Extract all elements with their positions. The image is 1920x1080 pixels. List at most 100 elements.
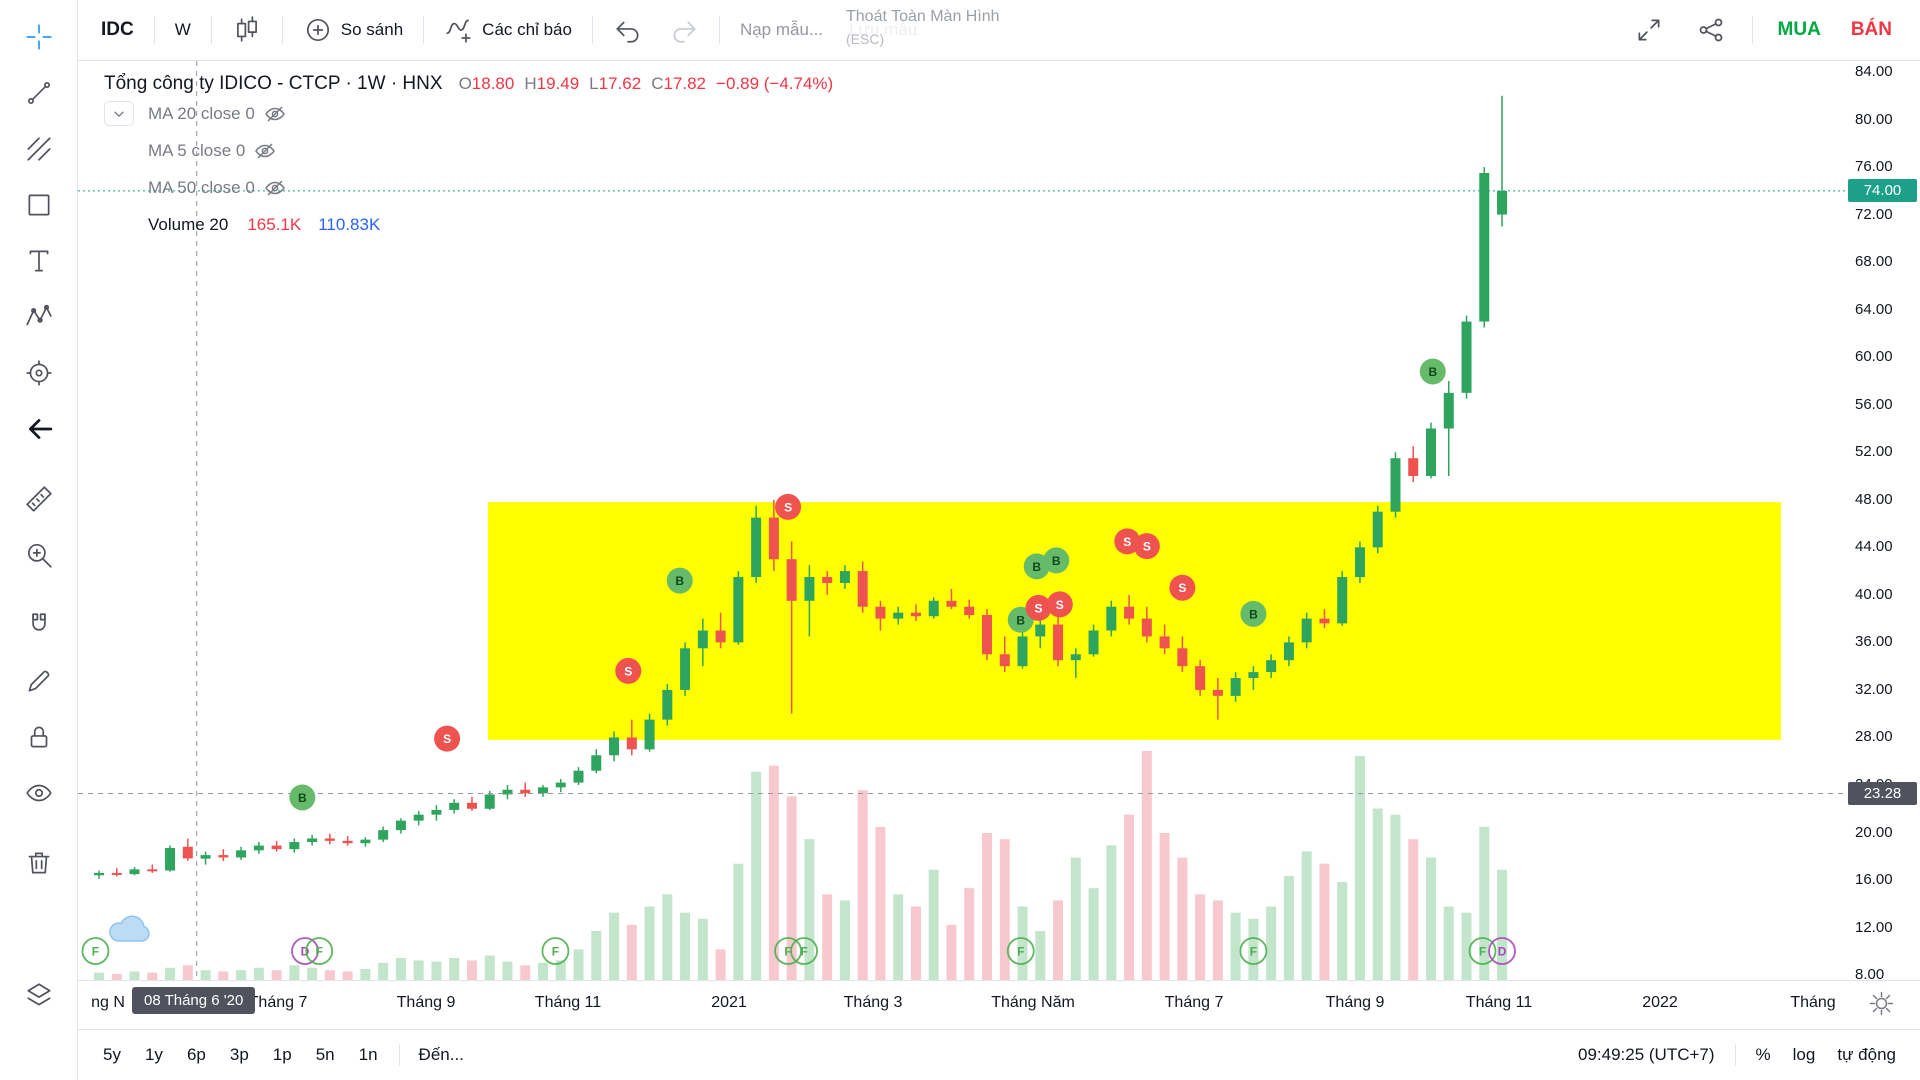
candle-body xyxy=(1390,458,1401,512)
time-axis-label: Tháng 9 xyxy=(396,994,456,1011)
range-button-1p[interactable]: 1p xyxy=(272,1045,292,1064)
sell-signal-marker[interactable] xyxy=(615,657,642,684)
eye-off-icon[interactable] xyxy=(254,141,276,161)
redo-button[interactable] xyxy=(656,9,712,51)
volume-bar xyxy=(662,894,673,980)
symbol-button[interactable]: IDC xyxy=(88,9,147,51)
range-button-3p[interactable]: 3p xyxy=(229,1045,249,1064)
text-tool-icon[interactable] xyxy=(16,236,62,286)
buy-signal-marker[interactable] xyxy=(1043,547,1070,574)
save-template-button[interactable]: Lưu mẫu xyxy=(836,9,930,51)
share-button[interactable] xyxy=(1683,9,1739,51)
ruler-tool-icon[interactable] xyxy=(16,474,62,524)
buy-signal-marker[interactable] xyxy=(666,567,693,594)
shapes-tool-icon[interactable] xyxy=(16,180,62,230)
financial-event-marker[interactable] xyxy=(1006,937,1035,965)
object-tree-icon[interactable] xyxy=(16,970,62,1020)
sell-signal-marker[interactable] xyxy=(1114,528,1141,555)
financial-event-marker[interactable] xyxy=(541,937,570,965)
sell-signal-marker[interactable] xyxy=(1169,574,1196,601)
candle-body xyxy=(431,809,442,815)
volume-legend-row[interactable]: Volume 20 165.1K 110.83K xyxy=(104,206,833,243)
range-button-6p[interactable]: 6p xyxy=(186,1045,206,1064)
magnet-tool-icon[interactable] xyxy=(16,600,62,650)
financial-event-marker[interactable] xyxy=(790,937,818,965)
lock-all-drawings-icon[interactable] xyxy=(16,712,62,762)
sell-signal-marker[interactable] xyxy=(434,725,461,752)
percent-scale-toggle[interactable]: % xyxy=(1755,1045,1771,1064)
range-button-1n[interactable]: 1n xyxy=(358,1045,378,1064)
eye-off-icon[interactable] xyxy=(264,104,286,124)
buy-signal-marker[interactable] xyxy=(1240,600,1267,627)
sell-button[interactable]: BÁN xyxy=(1850,19,1892,40)
volume-bar xyxy=(431,961,442,980)
indicator-legend-row[interactable]: MA 5 close 0 xyxy=(104,132,833,169)
range-button-5y[interactable]: 5y xyxy=(103,1045,121,1064)
clock[interactable]: 09:49:25 (UTC+7) xyxy=(1577,1045,1715,1064)
buy-signal-marker[interactable] xyxy=(1023,553,1050,580)
range-button-1y[interactable]: 1y xyxy=(144,1045,163,1064)
price-axis-label: 36.00 xyxy=(1855,633,1893,651)
fib-retracement-tool-icon[interactable] xyxy=(16,124,62,174)
draw-tool-icon[interactable] xyxy=(16,656,62,706)
indicator-legend-row[interactable]: MA 20 close 0 xyxy=(104,95,833,132)
chart-style-button[interactable] xyxy=(219,9,275,51)
candle-body xyxy=(165,847,176,871)
candle-body xyxy=(1124,606,1135,619)
crosshair-tool-icon[interactable] xyxy=(16,12,62,62)
load-template-button[interactable]: Nạp mẫu... xyxy=(727,9,836,51)
buy-signal-marker[interactable] xyxy=(289,784,316,811)
remove-all-drawings-icon[interactable] xyxy=(16,838,62,888)
chart-settings-gear-icon[interactable] xyxy=(1868,990,1895,1022)
trend-line-tool-icon[interactable] xyxy=(16,68,62,118)
prediction-tool-icon[interactable] xyxy=(16,348,62,398)
time-axis-label: Tháng 9 xyxy=(1325,994,1385,1011)
timeframe-button[interactable]: W xyxy=(162,9,204,51)
volume-bar xyxy=(1408,839,1419,980)
candle-body xyxy=(111,872,122,875)
compare-button[interactable]: So sánh xyxy=(290,9,416,51)
cloud-sync-icon[interactable] xyxy=(106,911,152,954)
financial-event-marker[interactable] xyxy=(81,937,110,965)
indicator-legend-row[interactable]: MA 50 close 0 xyxy=(104,169,833,206)
dividend-event-marker[interactable] xyxy=(1488,937,1516,965)
sell-signal-marker[interactable] xyxy=(1133,533,1160,560)
price-axis[interactable]: 84.00 80.00 76.00 72.00 68.00 64.00 60.00 56.00… xyxy=(1847,61,1920,983)
financial-event-marker[interactable] xyxy=(305,937,334,965)
eye-off-icon[interactable] xyxy=(264,178,286,198)
arrow-mark-tool-icon[interactable] xyxy=(16,404,62,454)
time-axis[interactable]: 08 Tháng 6 '20 ng N Tháng 7 Tháng 9 Tháng 1… xyxy=(78,980,1920,1029)
sell-signal-marker[interactable] xyxy=(775,493,802,520)
log-scale-toggle[interactable]: log xyxy=(1792,1045,1816,1064)
pattern-tool-icon[interactable] xyxy=(16,292,62,342)
save-template-label: Lưu mẫu xyxy=(849,20,918,39)
undo-button[interactable] xyxy=(600,9,656,51)
candle-body xyxy=(1443,392,1454,429)
hide-all-drawings-icon[interactable] xyxy=(16,768,62,818)
financial-event-marker[interactable] xyxy=(1468,937,1497,965)
indicators-button[interactable]: Các chỉ báo xyxy=(431,9,585,51)
goto-date-button[interactable]: Đến... xyxy=(418,1045,464,1064)
candle-body xyxy=(1017,636,1028,667)
dividend-event-marker[interactable] xyxy=(291,937,319,965)
range-button-5n[interactable]: 5n xyxy=(315,1045,335,1064)
sell-signal-marker[interactable] xyxy=(1046,591,1073,618)
candle-body xyxy=(484,794,495,809)
financial-event-marker[interactable] xyxy=(1239,937,1268,965)
auto-scale-toggle[interactable]: tự động xyxy=(1837,1045,1896,1064)
price-axis-label: 76.00 xyxy=(1855,158,1893,176)
fullscreen-button[interactable] xyxy=(1621,9,1677,51)
candle-body xyxy=(964,606,975,616)
legend-collapse-button[interactable] xyxy=(104,101,134,126)
financial-event-marker[interactable] xyxy=(774,937,802,965)
candle-body xyxy=(1053,624,1064,661)
buy-button[interactable]: MUA xyxy=(1777,19,1821,40)
ohlc-readout: O18.80 H19.49 L17.62 C17.82 −0.89 (−4.74%) xyxy=(459,74,834,94)
zoom-in-tool-icon[interactable] xyxy=(16,530,62,580)
sell-signal-marker[interactable] xyxy=(1025,594,1052,621)
buy-signal-marker[interactable] xyxy=(1419,358,1446,385)
candle-body xyxy=(342,840,353,844)
volume-bar xyxy=(715,949,726,980)
